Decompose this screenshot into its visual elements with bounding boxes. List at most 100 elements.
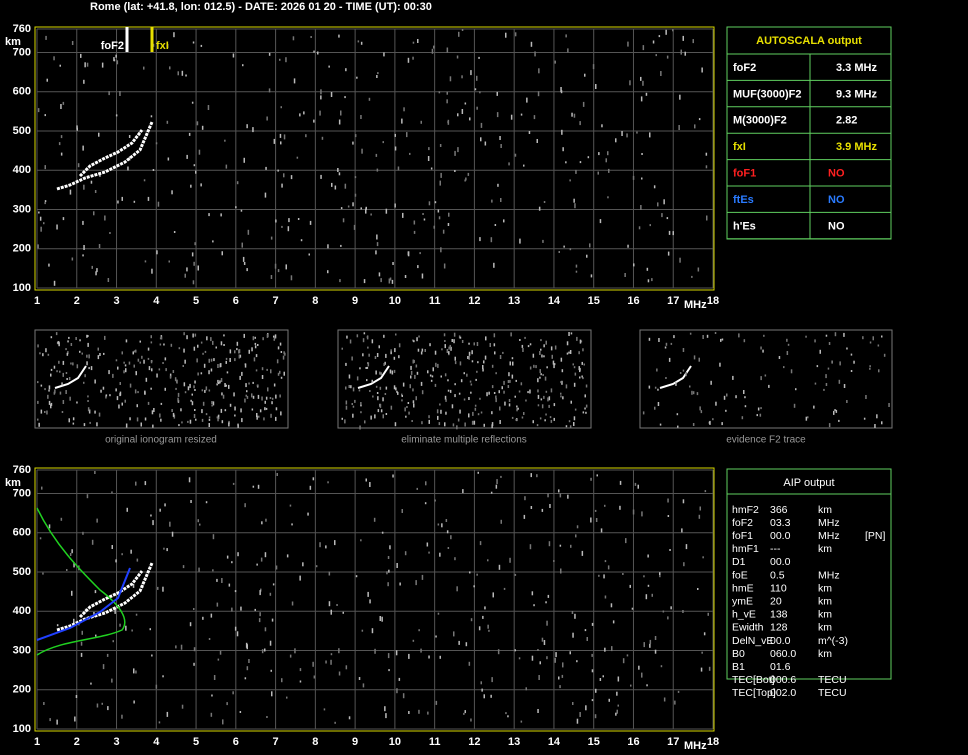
noise bbox=[591, 622, 594, 626]
noise bbox=[571, 611, 574, 614]
row-label: M(3000)F2 bbox=[733, 115, 787, 127]
noise bbox=[642, 411, 645, 415]
noise bbox=[853, 360, 855, 364]
noise bbox=[462, 489, 464, 494]
noise bbox=[320, 89, 322, 95]
noise bbox=[689, 332, 692, 335]
noise bbox=[207, 105, 210, 110]
noise bbox=[167, 157, 170, 161]
noise bbox=[186, 154, 188, 159]
noise bbox=[408, 711, 410, 714]
noise bbox=[786, 351, 789, 355]
noise bbox=[104, 215, 106, 221]
noise bbox=[427, 370, 429, 374]
noise bbox=[265, 518, 267, 522]
noise bbox=[369, 390, 371, 392]
noise bbox=[537, 709, 539, 713]
noise bbox=[488, 391, 490, 395]
noise bbox=[476, 573, 478, 576]
noise bbox=[123, 361, 125, 364]
noise bbox=[105, 394, 108, 397]
noise bbox=[348, 374, 351, 379]
noise bbox=[447, 121, 449, 124]
noise bbox=[49, 718, 51, 722]
x-unit: MHz bbox=[684, 740, 707, 752]
noise bbox=[565, 34, 567, 38]
noise bbox=[39, 216, 42, 221]
noise bbox=[561, 369, 564, 373]
noise bbox=[86, 494, 89, 499]
noise bbox=[470, 70, 472, 76]
noise bbox=[657, 202, 659, 207]
noise bbox=[87, 395, 89, 398]
noise bbox=[440, 375, 442, 378]
noise bbox=[575, 169, 577, 174]
noise bbox=[188, 132, 191, 136]
noise bbox=[166, 548, 168, 552]
noise bbox=[348, 385, 350, 388]
row-value: NO bbox=[828, 220, 845, 232]
noise bbox=[379, 403, 382, 408]
noise bbox=[444, 395, 447, 400]
noise bbox=[361, 629, 364, 632]
noise bbox=[453, 332, 456, 337]
noise bbox=[759, 413, 762, 417]
noise bbox=[558, 251, 560, 253]
noise bbox=[119, 382, 121, 385]
x-tick-label: 4 bbox=[153, 736, 160, 748]
noise bbox=[312, 661, 314, 667]
noise bbox=[493, 343, 496, 347]
noise bbox=[520, 113, 523, 116]
noise bbox=[115, 359, 118, 362]
noise bbox=[225, 360, 227, 364]
noise bbox=[436, 409, 439, 414]
noise bbox=[491, 199, 493, 203]
noise bbox=[152, 43, 155, 47]
noise bbox=[819, 349, 821, 354]
noise bbox=[453, 339, 455, 344]
noise bbox=[537, 394, 540, 399]
noise bbox=[67, 351, 69, 355]
noise bbox=[43, 222, 45, 225]
noise bbox=[271, 401, 273, 405]
noise bbox=[823, 388, 825, 391]
noise bbox=[376, 168, 379, 172]
noise bbox=[247, 229, 250, 235]
noise bbox=[162, 586, 164, 592]
noise bbox=[434, 201, 437, 204]
noise bbox=[444, 344, 446, 349]
noise bbox=[320, 95, 322, 100]
foF2-label: foF2 bbox=[101, 40, 124, 52]
noise bbox=[313, 675, 316, 679]
noise bbox=[550, 388, 553, 393]
noise bbox=[202, 352, 204, 355]
noise bbox=[354, 134, 357, 138]
noise bbox=[389, 545, 391, 550]
x-tick-label: 10 bbox=[389, 295, 401, 307]
noise bbox=[642, 80, 644, 86]
noise bbox=[380, 372, 382, 376]
noise bbox=[869, 365, 871, 368]
noise bbox=[449, 344, 451, 348]
noise bbox=[226, 555, 229, 559]
noise bbox=[474, 404, 477, 407]
noise bbox=[56, 719, 58, 725]
noise bbox=[169, 375, 172, 379]
noise bbox=[69, 189, 72, 195]
noise bbox=[468, 351, 471, 356]
y-unit: km bbox=[5, 36, 21, 48]
noise bbox=[80, 53, 82, 58]
noise bbox=[579, 376, 581, 379]
noise bbox=[463, 712, 465, 715]
noise bbox=[94, 190, 97, 193]
noise bbox=[135, 349, 137, 353]
noise bbox=[190, 399, 192, 402]
noise bbox=[211, 404, 213, 407]
noise bbox=[96, 422, 98, 427]
noise bbox=[377, 409, 380, 413]
noise bbox=[385, 713, 387, 719]
noise bbox=[98, 244, 101, 248]
noise bbox=[482, 365, 484, 369]
noise bbox=[679, 257, 681, 263]
noise bbox=[259, 409, 262, 413]
